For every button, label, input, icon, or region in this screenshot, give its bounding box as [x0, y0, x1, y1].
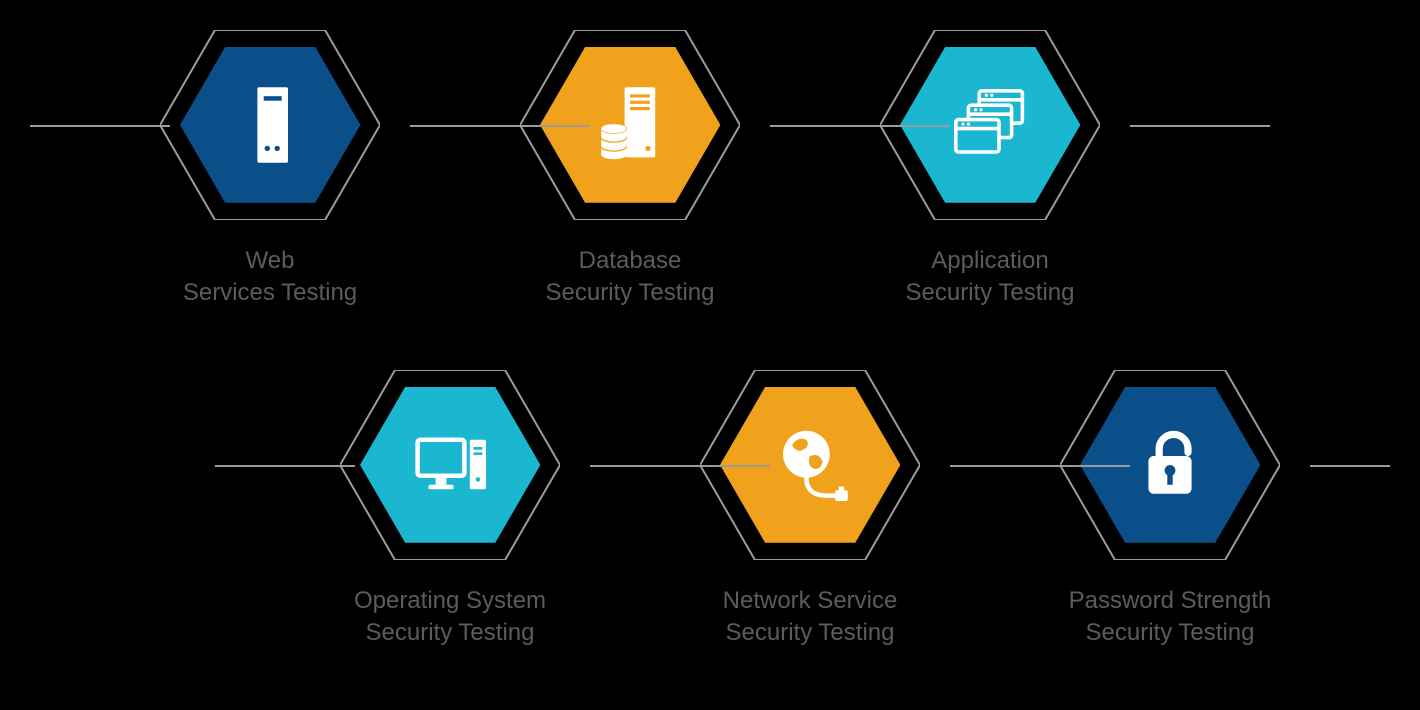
- hex-item-database-security: DatabaseSecurity Testing: [450, 30, 810, 350]
- connector-line: [1130, 125, 1270, 127]
- windows-icon: [945, 80, 1035, 170]
- hexagon: [340, 370, 560, 560]
- hex-label-line1: Password Strength: [990, 585, 1350, 617]
- hex-label-line2: Services Testing: [90, 277, 450, 309]
- hex-label-line1: Network Service: [630, 585, 990, 617]
- connector-line: [215, 465, 355, 467]
- hex-label: Network ServiceSecurity Testing: [630, 585, 990, 650]
- hex-item-password-strength: Password StrengthSecurity Testing: [990, 370, 1350, 690]
- database-icon: [585, 80, 675, 170]
- hex-label-line2: Security Testing: [990, 617, 1350, 649]
- connector-line: [410, 125, 590, 127]
- hex-label-line2: Security Testing: [630, 617, 990, 649]
- hex-label: DatabaseSecurity Testing: [450, 245, 810, 310]
- hex-label-line1: Web: [90, 245, 450, 277]
- hex-item-application-security: ApplicationSecurity Testing: [810, 30, 1170, 350]
- connector-line: [770, 125, 950, 127]
- desktop-icon: [405, 420, 495, 510]
- hex-label: Operating SystemSecurity Testing: [270, 585, 630, 650]
- hex-label: WebServices Testing: [90, 245, 450, 310]
- network-icon: [765, 420, 855, 510]
- hex-label-line2: Security Testing: [450, 277, 810, 309]
- hex-item-web-services: WebServices Testing: [90, 30, 450, 350]
- connector-line: [1310, 465, 1390, 467]
- hex-label-line1: Operating System: [270, 585, 630, 617]
- hex-label: ApplicationSecurity Testing: [810, 245, 1170, 310]
- lock-icon: [1125, 420, 1215, 510]
- hex-label-line1: Application: [810, 245, 1170, 277]
- hex-label-line2: Security Testing: [270, 617, 630, 649]
- server-icon: [225, 80, 315, 170]
- hex-label-line1: Database: [450, 245, 810, 277]
- hex-item-os-security: Operating SystemSecurity Testing: [270, 370, 630, 690]
- hexagon: [160, 30, 380, 220]
- hex-item-network-security: Network ServiceSecurity Testing: [630, 370, 990, 690]
- hex-label: Password StrengthSecurity Testing: [990, 585, 1350, 650]
- connector-line: [30, 125, 170, 127]
- hex-label-line2: Security Testing: [810, 277, 1170, 309]
- connector-line: [590, 465, 770, 467]
- connector-line: [950, 465, 1130, 467]
- infographic-stage: WebServices TestingDatabaseSecurity Test…: [0, 0, 1420, 710]
